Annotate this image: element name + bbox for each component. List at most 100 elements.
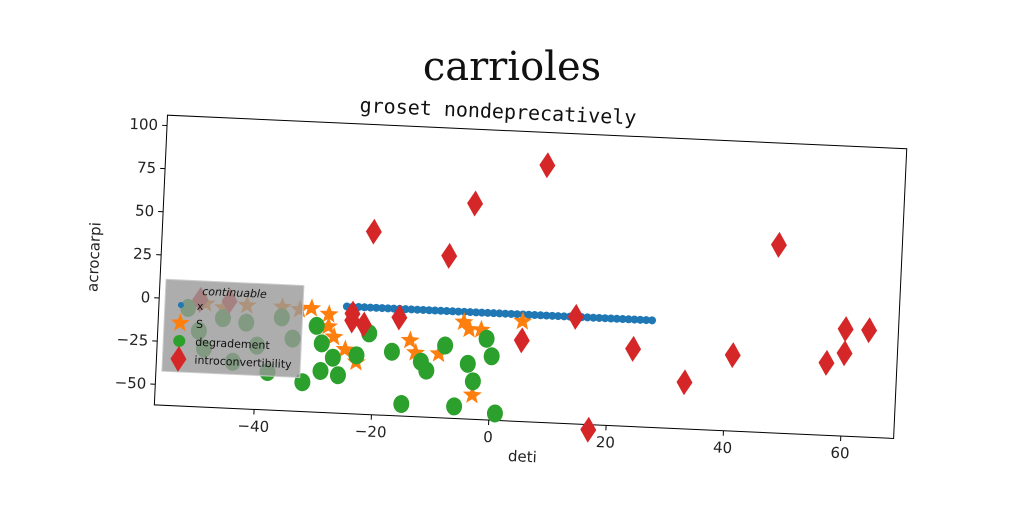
legend-marker [170,345,187,372]
x-point [472,308,481,317]
chart-figure: groset nondeprecatively −40 −20 0 20 40 60 −50… [52,79,928,498]
s-point [319,316,339,335]
x-point [548,311,557,320]
degradement-point [446,397,463,416]
x-point [583,313,592,322]
x-point [507,309,516,318]
degradement-point [418,361,435,380]
s-point [429,343,449,363]
x-point [630,315,639,324]
x-point [513,310,522,319]
s-point [460,319,480,338]
degradement-point [383,342,400,361]
y-tick-label: 100 [129,115,158,134]
y-tick-label: 0 [140,288,150,306]
x-point [448,307,457,316]
legend-marker [173,334,186,347]
x-point [589,313,598,322]
x-point [501,309,510,318]
degradement-point [324,348,341,367]
s-point [462,385,482,404]
plot-area [153,114,908,439]
x-point [648,316,657,325]
x-point [360,303,369,312]
x-point [624,315,633,324]
x-point [407,305,416,314]
degradement-point [464,372,481,391]
introconvertibility-point [836,340,853,367]
x-point [454,307,463,316]
x-tick-label: 0 [483,428,493,446]
degradement-point [348,346,365,365]
x-point [483,308,492,317]
degradement-point [478,329,495,348]
x-point [436,306,445,315]
x-point [430,306,439,315]
x-point [612,314,621,323]
legend-label: S [196,318,204,331]
scatter-chart: groset nondeprecatively −40 −20 0 20 40 60 −50… [83,93,908,466]
degradement-point [483,347,500,366]
axis-ticks: −40 −20 0 20 40 60 −50 −25 0 25 50 75 100 [114,115,850,463]
y-tick-label: 75 [137,158,157,177]
x-point [489,309,498,318]
x-point [372,303,381,312]
introconvertibility-point [513,327,530,354]
degradement-point [312,361,329,380]
x-point [384,304,393,313]
legend-label: x [197,300,205,313]
introconvertibility-point [344,307,361,334]
introconvertibility-point [580,416,597,443]
x-tick-label: 60 [830,444,850,463]
x-point [495,309,504,318]
x-point [636,315,645,324]
s-point [454,312,474,331]
s-point [406,342,426,362]
s-point [471,319,491,339]
introconvertibility-point [724,342,741,369]
introconvertibility-point [539,152,556,179]
x-point [536,311,545,320]
y-tick-label: 50 [135,201,155,220]
s-point [400,330,420,349]
s-point [302,298,322,317]
x-point [425,306,434,315]
introconvertibility-point [355,311,372,338]
x-tick-label: 20 [595,433,615,452]
x-tick-label: 40 [713,438,733,457]
introconvertibility-point [837,316,854,343]
degradement-point [486,404,503,423]
x-point [618,315,627,324]
introconvertibility-point [676,369,693,396]
x-point [460,307,469,316]
legend-marker [170,312,190,332]
degradement-point [393,395,410,414]
introconvertibility-point [391,304,408,331]
legend-marker [177,301,184,308]
s-point [319,304,339,323]
x-tick-label: −40 [237,417,269,436]
x-tick-label: −20 [354,422,386,441]
x-point [601,314,610,323]
page-title: carrioles [422,44,602,90]
introconvertibility-point [441,242,458,269]
s-point [513,311,533,330]
x-point [466,308,475,317]
x-point [378,304,387,313]
x-point [366,303,375,312]
introconvertibility-point [818,349,835,376]
x-point [477,308,486,317]
degradement-point [329,366,346,385]
x-point [595,313,604,322]
y-axis-label: acrocarpi [83,222,104,292]
x-point [554,312,563,321]
x-point [560,312,569,321]
introconvertibility-point [770,231,787,258]
x-point [413,305,422,314]
x-point [442,307,451,316]
x-point [606,314,615,323]
y-tick-label: 25 [133,245,153,264]
introconvertibility-point [861,317,878,344]
x-point [642,316,651,325]
y-tick-label: −50 [114,373,146,392]
